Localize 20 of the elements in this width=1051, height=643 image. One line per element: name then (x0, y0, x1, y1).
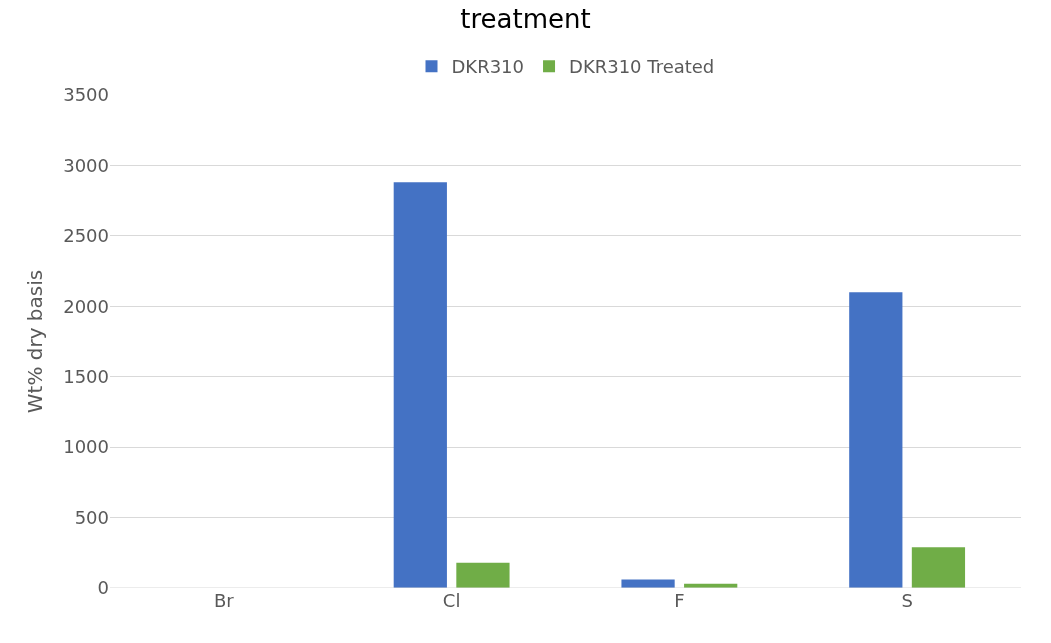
legend-label: DKR310 (451, 56, 525, 78)
bar (393, 182, 447, 588)
y-tick-label: 1500 (63, 366, 109, 388)
y-tick-label: 1000 (63, 436, 109, 458)
chart-title: treatment (460, 3, 591, 34)
y-tick-label: 3500 (63, 84, 109, 106)
y-tick-label: 0 (97, 577, 109, 599)
bar (849, 292, 903, 588)
x-tick-label: Cl (442, 590, 461, 611)
y-tick-label: 500 (74, 506, 109, 528)
y-tick-label: 2500 (63, 225, 109, 247)
y-tick-label: 2000 (63, 295, 109, 317)
bar (456, 562, 510, 588)
legend-label: DKR310 Treated (569, 56, 715, 78)
x-tick-label: Br (214, 590, 235, 611)
y-axis-title: Wt% dry basis (22, 269, 47, 414)
y-tick-label: 3000 (63, 154, 109, 176)
x-tick-label: S (901, 590, 913, 611)
x-tick-label: F (674, 590, 685, 611)
bar (911, 547, 966, 588)
